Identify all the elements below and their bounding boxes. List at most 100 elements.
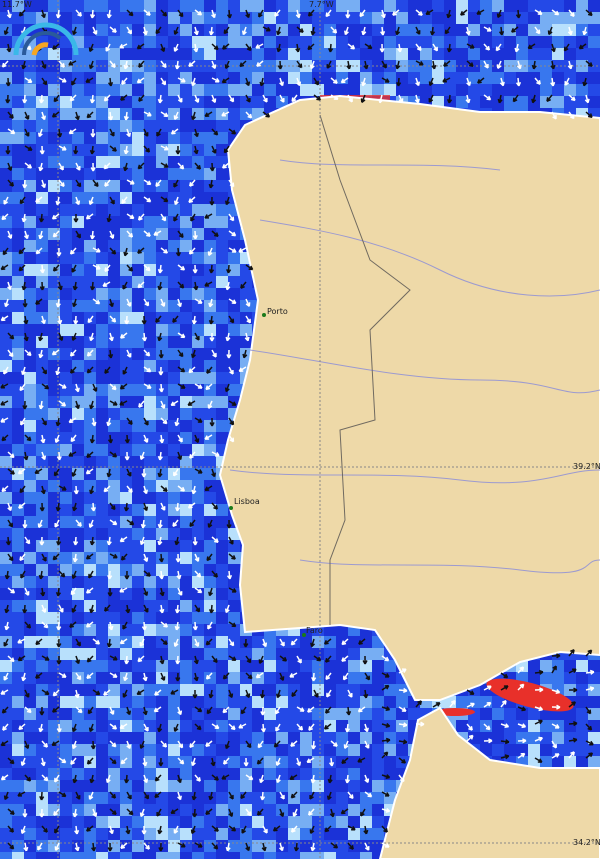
current-arrow [193,43,199,53]
current-arrow [188,196,196,204]
current-arrow [17,655,26,662]
current-arrow [275,774,281,784]
current-arrow [126,128,132,138]
current-arrow [2,723,9,731]
current-arrow [58,672,67,678]
current-arrow [378,94,384,104]
current-arrow [511,26,519,33]
current-arrow [361,26,367,36]
current-arrow [211,94,217,103]
current-arrow [585,669,595,675]
city-marker-porto [262,313,266,317]
current-arrow [89,536,95,546]
current-arrow [143,553,149,563]
current-arrow [347,791,354,800]
current-arrow [18,502,26,509]
current-arrow [432,702,441,708]
current-arrow [88,519,94,528]
current-arrow [74,111,80,121]
current-arrow [397,43,403,53]
current-arrow [35,196,43,203]
current-arrow [107,77,114,87]
current-arrow [143,179,152,186]
current-arrow [141,621,147,631]
current-arrow [85,77,94,83]
current-arrow [40,757,46,767]
current-arrow [257,740,264,749]
current-arrow [460,9,468,16]
current-arrow [177,94,183,103]
current-arrow [174,604,181,614]
current-arrow [228,94,235,103]
current-arrow [568,737,578,743]
current-arrow [73,485,79,495]
current-arrow [221,77,230,84]
current-arrow [143,604,149,613]
current-arrow [290,638,298,646]
current-arrow [496,60,502,69]
current-arrow [567,26,573,36]
current-arrow [88,196,94,205]
current-arrow [108,349,114,359]
current-arrow [551,665,557,674]
current-arrow [550,43,556,53]
current-arrow [125,604,131,614]
current-arrow [255,672,264,679]
current-arrow [0,315,9,322]
current-arrow [109,400,118,406]
current-arrow [194,162,202,170]
current-arrow [109,808,117,815]
current-arrow [534,9,543,16]
current-arrow [38,332,44,342]
current-arrow [262,638,268,648]
current-arrow [89,94,96,104]
current-arrow [89,485,95,495]
current-arrow [177,485,186,492]
current-arrow [295,9,301,19]
current-arrow [89,400,95,410]
current-arrow [3,672,9,681]
current-arrow [395,60,401,70]
current-arrow [293,842,300,852]
current-arrow [466,43,475,49]
current-arrow [35,298,43,305]
current-arrow [228,179,235,188]
current-arrow [136,43,145,50]
current-arrow [211,77,220,83]
river [249,349,600,394]
current-arrow [158,570,165,580]
current-arrow [92,264,101,270]
current-arrow [6,9,12,19]
current-arrow [0,264,9,271]
current-arrow [41,689,50,696]
current-arrow [534,669,544,675]
current-arrow [53,468,60,477]
current-arrow [228,638,235,647]
city-label-faro: Faro [306,626,323,635]
current-arrow [107,570,113,580]
current-arrow [3,638,9,647]
current-arrow [6,43,12,53]
current-arrow [74,383,80,393]
current-arrow [211,9,216,19]
current-arrow [123,247,129,257]
current-arrow [0,689,9,695]
current-arrow [105,43,111,52]
current-arrow [119,400,128,406]
current-arrow [272,825,281,832]
current-arrow [276,43,282,53]
current-arrow [177,451,183,461]
current-arrow [517,752,526,759]
current-arrow [109,247,117,255]
city-marker-lisboa [229,506,233,510]
current-arrow [121,196,128,204]
current-arrow [228,621,237,628]
current-arrow [221,111,230,117]
current-arrow [177,774,182,784]
current-arrow [89,434,95,444]
current-arrow [228,723,236,731]
current-arrow [446,9,452,19]
current-arrow [551,111,557,120]
